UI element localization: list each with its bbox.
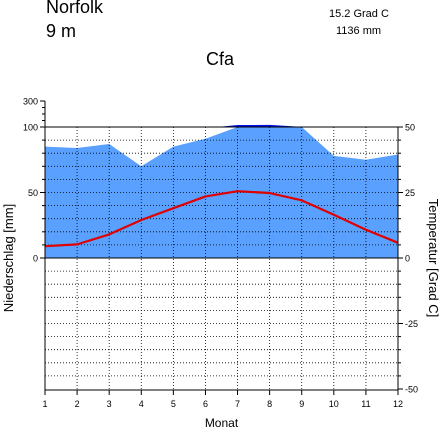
month-tick-label: 11 [361, 399, 370, 409]
month-tick-label: 2 [75, 399, 80, 409]
station-name: Norfolk [46, 0, 104, 17]
station-altitude: 9 m [46, 21, 77, 41]
month-tick-label: 7 [235, 399, 240, 409]
y-axis-label-left: Niederschlag [mm] [1, 204, 16, 312]
month-tick-label: 10 [329, 399, 339, 409]
climate-classification: Cfa [206, 49, 235, 69]
precipitation-area [45, 127, 398, 258]
annual-precipitation: 1136 mm [336, 25, 382, 37]
month-tick-label: 6 [203, 399, 208, 409]
month-tick-label: 9 [299, 399, 304, 409]
precipitation-tick-label: 300 [23, 97, 38, 107]
temperature-tick-label: 50 [405, 123, 415, 133]
precipitation-excess-area [217, 124, 304, 127]
month-tick-label: 4 [139, 399, 144, 409]
month-tick-label: 1 [42, 399, 47, 409]
month-tick-label: 8 [267, 399, 272, 409]
precipitation-tick-label: 0 [33, 254, 38, 264]
temperature-tick-label: 0 [405, 254, 410, 264]
month-tick-label: 3 [107, 399, 112, 409]
temperature-tick-label: 25 [405, 188, 415, 198]
temperature-tick-label: -50 [405, 385, 418, 395]
x-axis-label: Monat [205, 416, 239, 430]
month-tick-label: 5 [171, 399, 176, 409]
precipitation-tick-label: 50 [28, 188, 38, 198]
precipitation-tick-label: 100 [23, 123, 38, 133]
mean-temperature: 15.2 Grad C [329, 8, 389, 20]
y-axis-label-right: Temperatur [Grad C] [426, 199, 439, 318]
temperature-line [44, 190, 399, 248]
temperature-tick-label: -25 [405, 319, 418, 329]
month-tick-label: 12 [393, 399, 403, 409]
